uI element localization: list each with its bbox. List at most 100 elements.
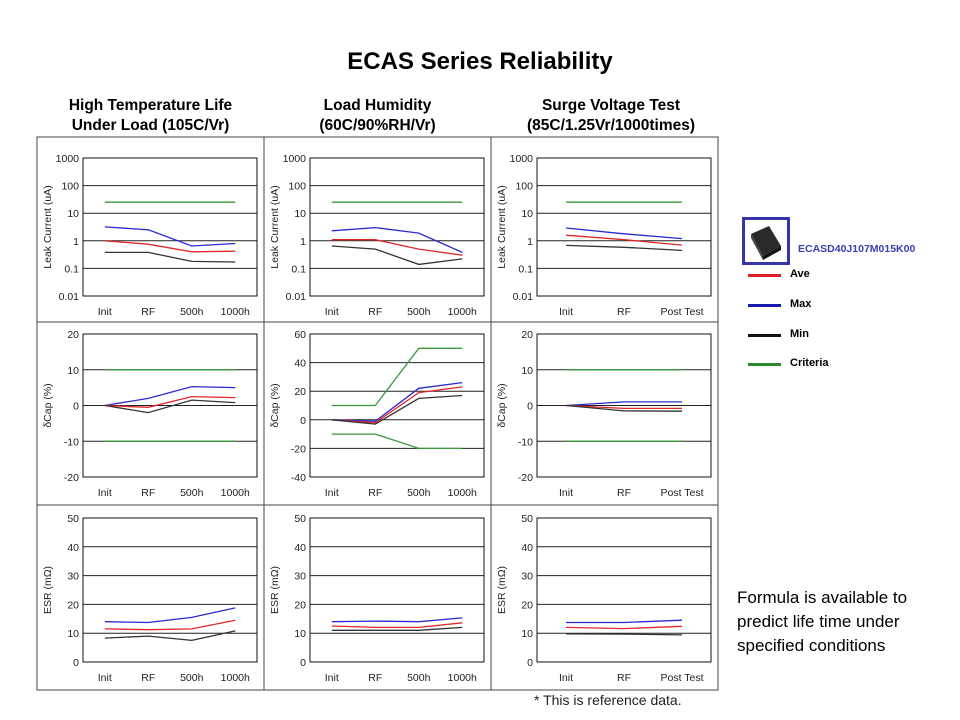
y-tick-label: 50 xyxy=(67,513,79,525)
y-tick-label: 20 xyxy=(67,329,79,341)
chart-2: 1000 100 10 1 0.1 0.01 Leak Current (uA) Init RF… xyxy=(496,153,712,318)
x-tick-label: 1000h xyxy=(221,487,250,499)
column-header-line: (85C/1.25Vr/1000times) xyxy=(526,117,696,134)
legend-swatch xyxy=(748,363,781,366)
series-line-min xyxy=(565,244,683,252)
part-number: ECASD40J107M015K00 xyxy=(798,243,916,255)
y-tick-label: 1000 xyxy=(283,153,307,165)
plot-frame xyxy=(82,333,258,478)
plot-frame xyxy=(536,517,712,663)
y-tick-label: 0 xyxy=(527,401,533,413)
series-line-ave xyxy=(104,240,236,253)
x-tick-label: RF xyxy=(617,672,631,684)
x-tick-label: Post Test xyxy=(661,306,704,318)
x-tick-label: RF xyxy=(141,306,155,318)
y-tick-label: 10 xyxy=(521,365,533,377)
plot-frame xyxy=(82,517,258,663)
y-tick-label: 30 xyxy=(521,571,533,583)
y-tick-label: 20 xyxy=(294,599,306,611)
x-tick-label: 500h xyxy=(180,306,204,318)
y-tick-label: 50 xyxy=(294,513,306,525)
y-tick-label: -10 xyxy=(518,436,533,448)
series-line-min xyxy=(104,399,236,414)
x-tick-label: RF xyxy=(368,487,382,499)
x-tick-label: Init xyxy=(325,306,339,318)
legend-label: Criteria xyxy=(790,357,829,369)
y-tick-label: 30 xyxy=(294,571,306,583)
series-line-ave xyxy=(565,404,682,410)
x-tick-label: 500h xyxy=(407,487,431,499)
formula-line: Formula is available to xyxy=(737,588,908,607)
y-tick-label: 40 xyxy=(294,358,306,370)
legend-swatch xyxy=(748,274,781,277)
y-tick-label: 10 xyxy=(521,628,533,640)
series-line-criteria xyxy=(331,347,463,407)
y-axis-label: Leak Current (uA) xyxy=(269,185,281,268)
y-tick-label: 0.1 xyxy=(291,263,306,275)
y-tick-label: -10 xyxy=(64,436,79,448)
y-tick-label: 20 xyxy=(521,599,533,611)
slide-title: ECAS Series Reliability xyxy=(347,48,613,75)
legend-label: Min xyxy=(790,328,809,340)
y-tick-label: -20 xyxy=(291,443,306,455)
y-tick-label: 10 xyxy=(67,208,79,220)
series-line-ave xyxy=(565,234,683,246)
y-tick-label: 20 xyxy=(294,386,306,398)
y-tick-label: 1 xyxy=(300,236,306,248)
series-line-max xyxy=(565,401,682,407)
x-tick-label: Init xyxy=(98,306,112,318)
x-tick-label: Post Test xyxy=(661,672,704,684)
x-tick-label: RF xyxy=(617,306,631,318)
series-line-max xyxy=(331,226,463,253)
chart-0: 1000 100 10 1 0.1 0.01 Leak Current (uA) Init RF… xyxy=(42,153,258,318)
formula-line: predict life time under xyxy=(737,612,900,631)
x-tick-label: 1000h xyxy=(221,672,250,684)
y-tick-label: 10 xyxy=(67,628,79,640)
y-tick-label: 0 xyxy=(73,401,79,413)
x-tick-label: 500h xyxy=(407,672,431,684)
y-tick-label: -40 xyxy=(291,472,306,484)
x-tick-label: 500h xyxy=(407,306,431,318)
column-header-line: High Temperature Life xyxy=(68,97,233,114)
series-line-max xyxy=(104,226,236,247)
y-tick-label: 30 xyxy=(67,571,79,583)
x-tick-label: Post Test xyxy=(661,487,704,499)
y-tick-label: 10 xyxy=(294,628,306,640)
y-tick-label: 40 xyxy=(521,542,533,554)
y-axis-label: ESR (mΩ) xyxy=(269,566,281,614)
x-tick-label: 500h xyxy=(180,672,204,684)
x-tick-label: 500h xyxy=(180,487,204,499)
chart-8: 50 40 30 20 10 0 ESR (mΩ) Init RF Post Test xyxy=(496,513,712,684)
y-tick-label: 0.01 xyxy=(286,291,307,303)
legend-swatch xyxy=(748,334,781,337)
chart-7: 50 40 30 20 10 0 ESR (mΩ) Init RF 500h 1000h xyxy=(269,513,485,684)
y-tick-label: 1 xyxy=(527,236,533,248)
x-tick-label: RF xyxy=(141,487,155,499)
x-tick-label: RF xyxy=(368,672,382,684)
column-header-surge: Surge Voltage Test (85C/1.25Vr/1000times… xyxy=(491,96,731,136)
chart-5: 20 10 0 -10 -20 δCap (%) Init RF Post Test xyxy=(496,329,712,499)
formula-note: Formula is available to predict life tim… xyxy=(737,586,907,658)
plot-frame xyxy=(536,157,712,297)
y-tick-label: 0.1 xyxy=(64,263,79,275)
y-tick-label: 0 xyxy=(527,657,533,669)
formula-line: specified conditions xyxy=(737,636,886,655)
y-tick-label: 0 xyxy=(73,657,79,669)
series-line-ave xyxy=(104,619,236,631)
chart-6: 50 40 30 20 10 0 ESR (mΩ) Init RF 500h 1000h xyxy=(42,513,258,684)
y-axis-label: ESR (mΩ) xyxy=(42,566,54,614)
y-tick-label: 20 xyxy=(521,329,533,341)
series-line-ave xyxy=(104,395,236,408)
y-tick-label: 100 xyxy=(288,181,306,193)
x-tick-label: Init xyxy=(98,672,112,684)
y-tick-label: 1000 xyxy=(56,153,80,165)
column-header-line: Load Humidity xyxy=(323,97,432,114)
chart-1: 1000 100 10 1 0.1 0.01 Leak Current (uA) Init RF… xyxy=(269,153,485,318)
y-axis-label: ESR (mΩ) xyxy=(496,566,508,614)
series-line-criteria xyxy=(331,433,463,450)
y-tick-label: 0.01 xyxy=(59,291,80,303)
plot-frame xyxy=(82,157,258,297)
y-tick-label: 100 xyxy=(61,181,79,193)
